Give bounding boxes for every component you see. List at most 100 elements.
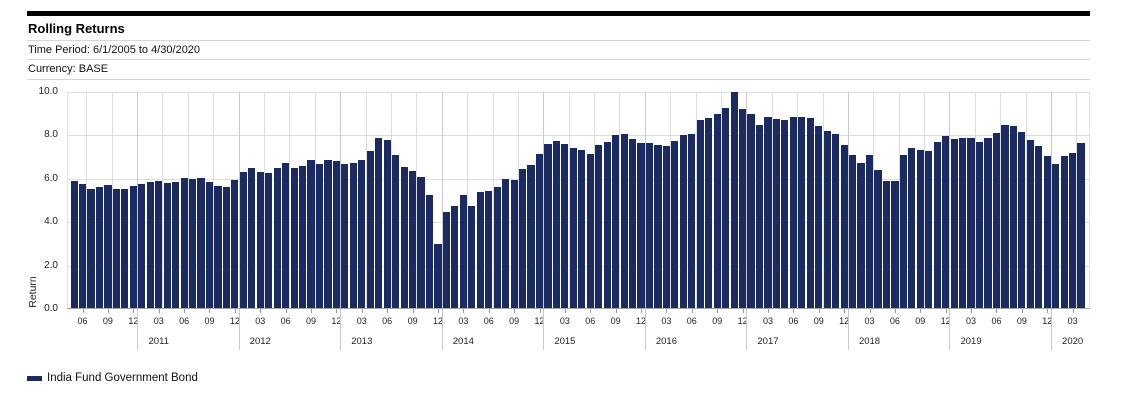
year-separator-line [137, 92, 139, 350]
bar [578, 149, 586, 309]
bar [493, 187, 501, 309]
x-tick-label: 09 [102, 316, 113, 326]
bar [451, 205, 459, 309]
bar [535, 153, 544, 309]
x-tick-mark [234, 309, 236, 313]
bar [747, 113, 755, 309]
v-gridline [771, 92, 773, 309]
bar [1001, 124, 1009, 309]
bar [298, 165, 307, 309]
year-label: 2019 [960, 336, 982, 347]
v-gridline [695, 92, 697, 309]
v-gridline [264, 92, 266, 309]
v-gridline [187, 92, 189, 309]
bar [502, 178, 510, 309]
bar [705, 118, 713, 309]
v-gridline [619, 92, 621, 309]
bar [205, 182, 214, 309]
divider [27, 79, 1090, 80]
x-tick-label: 12 [534, 316, 545, 326]
bar [840, 145, 848, 309]
year-label: 2017 [757, 336, 779, 347]
bar [908, 148, 916, 309]
year-separator-line [441, 92, 443, 350]
v-gridline [924, 92, 926, 309]
bar [1069, 152, 1077, 309]
bar [815, 125, 823, 309]
bar [891, 180, 899, 309]
x-tick-label: 06 [483, 316, 494, 326]
x-tick-mark [945, 309, 947, 313]
x-tick-label: 03 [153, 316, 164, 326]
x-tick-mark [387, 309, 389, 313]
year-separator-line [238, 92, 240, 350]
year-label: 2016 [655, 336, 677, 347]
v-gridline [720, 92, 722, 309]
x-tick-label: 03 [661, 316, 672, 326]
bar [569, 148, 577, 309]
x-tick-label: 06 [788, 316, 799, 326]
bar [408, 171, 417, 309]
x-tick-mark [133, 309, 135, 313]
bar [561, 144, 569, 309]
x-tick-label: 03 [458, 316, 469, 326]
bar [256, 172, 264, 309]
bar [764, 116, 772, 309]
bar [197, 177, 205, 309]
year-label: 2015 [554, 336, 576, 347]
v-gridline [974, 92, 976, 309]
v-gridline [797, 92, 799, 309]
header-black-bar [27, 11, 1090, 16]
v-gridline [416, 92, 418, 309]
bar [1035, 146, 1043, 309]
bar [392, 154, 400, 309]
bar [231, 179, 239, 309]
y-tick-label: 8.0 [44, 129, 58, 141]
v-gridline [314, 92, 316, 309]
x-tick-label: 06 [889, 316, 900, 326]
x-tick-label: 12 [636, 316, 647, 326]
bar [358, 160, 366, 309]
x-tick-mark [1047, 309, 1049, 313]
x-tick-label: 09 [407, 316, 418, 326]
bar [586, 153, 594, 309]
year-separator-line [746, 92, 748, 350]
bar [383, 139, 391, 309]
bar [341, 163, 349, 309]
x-tick-mark [209, 309, 211, 313]
bar [992, 133, 1001, 309]
bar [1009, 125, 1017, 309]
v-gridline [898, 92, 900, 309]
x-tick-label: 03 [255, 316, 266, 326]
bar [332, 161, 340, 309]
x-tick-mark [361, 309, 363, 313]
bar [772, 119, 781, 309]
v-gridline [1025, 92, 1027, 309]
x-tick-mark [793, 309, 795, 313]
bar [1060, 156, 1068, 309]
x-tick-label: 12 [331, 316, 342, 326]
v-gridline [213, 92, 215, 309]
x-tick-label: 03 [559, 316, 570, 326]
x-tick-mark [1072, 309, 1074, 313]
x-tick-mark [311, 309, 313, 313]
bar [425, 195, 434, 309]
bar [375, 137, 383, 309]
bar [188, 178, 197, 309]
bar [121, 188, 129, 309]
bar [315, 163, 324, 309]
x-tick-mark [691, 309, 693, 313]
bar [628, 138, 637, 309]
x-tick-mark [82, 309, 84, 313]
bar [180, 177, 188, 309]
x-tick-mark [590, 309, 592, 313]
v-gridline [111, 92, 113, 309]
bar [654, 145, 662, 309]
bar [222, 187, 230, 309]
bar [916, 149, 924, 309]
bar [696, 120, 704, 309]
bar [87, 188, 95, 309]
bar [671, 140, 679, 309]
y-tick-label: 0.0 [44, 303, 58, 314]
currency-text: Currency: BASE [28, 63, 109, 75]
